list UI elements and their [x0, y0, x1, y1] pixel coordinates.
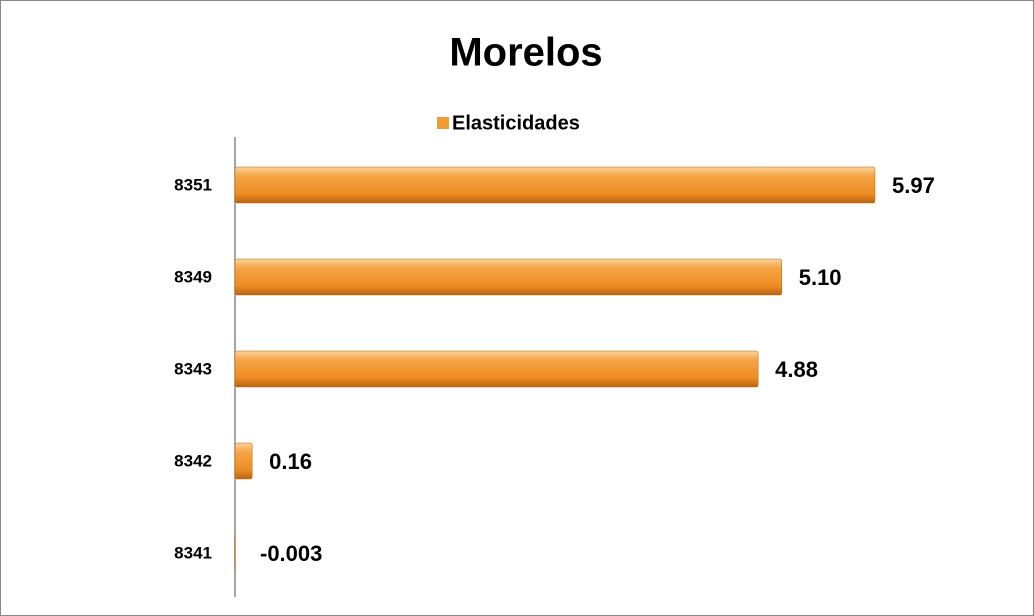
y-tick-label: 8349: [174, 267, 212, 286]
legend-swatch: [437, 117, 449, 129]
legend-label: Elasticidades: [452, 112, 580, 134]
y-tick-label: 8351: [174, 175, 212, 194]
value-label: 0.16: [269, 449, 312, 474]
chart-title: Morelos: [449, 31, 602, 75]
bar: [234, 166, 876, 204]
value-label: 5.10: [799, 265, 842, 290]
y-tick-label: 8342: [174, 451, 212, 470]
value-label: 4.88: [775, 357, 818, 382]
bar: [234, 442, 253, 480]
y-tick-label: 8343: [174, 359, 212, 378]
y-tick-label: 8341: [174, 543, 212, 562]
value-label: -0.003: [260, 541, 322, 566]
value-label: 5.97: [892, 173, 935, 198]
bar: [234, 258, 782, 296]
bar: [234, 350, 759, 388]
